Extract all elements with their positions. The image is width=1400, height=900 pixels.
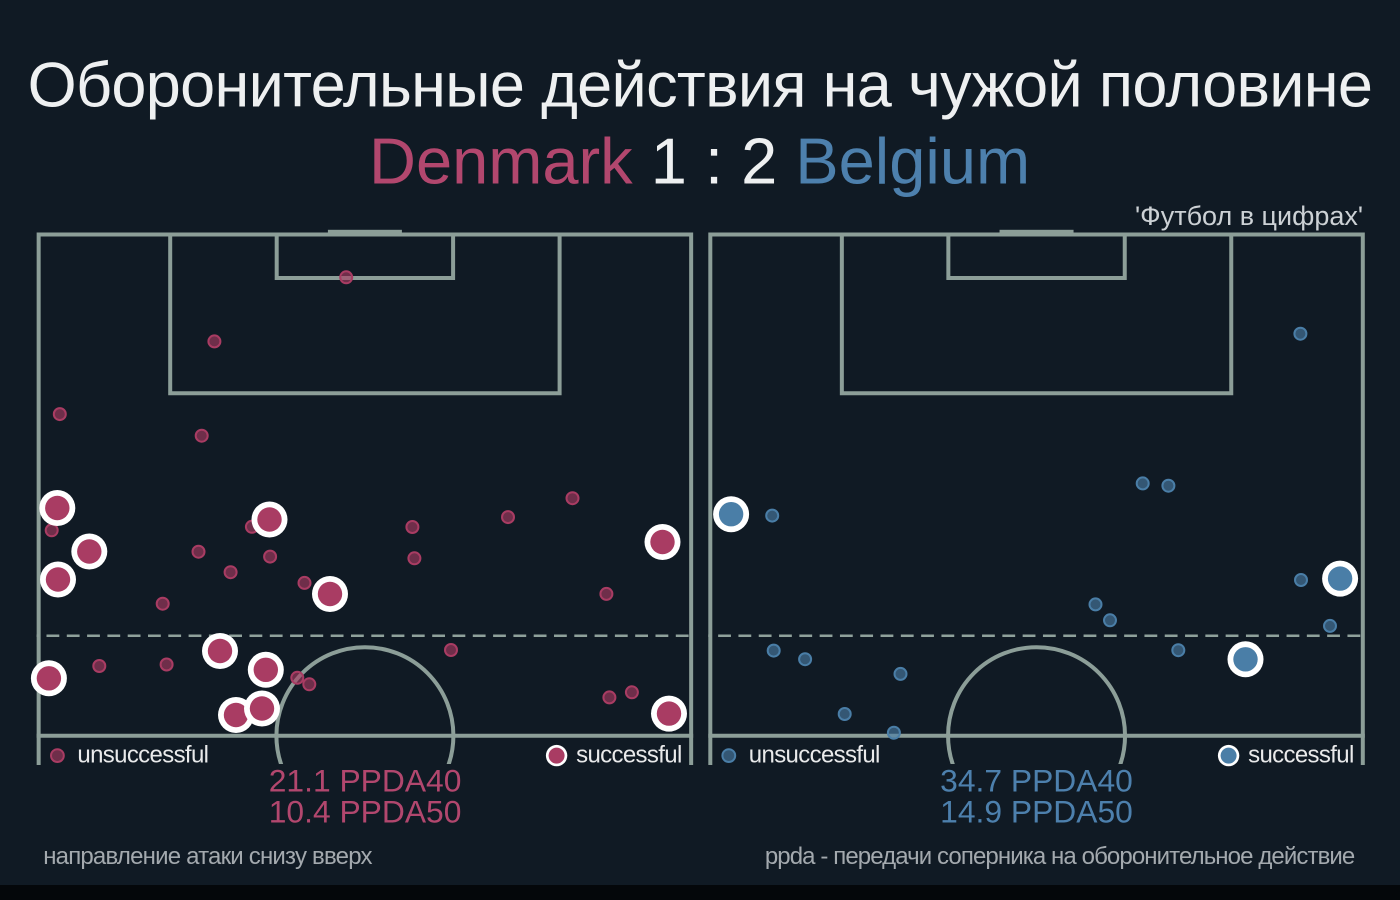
- svg-text:34.7 PPDA40: 34.7 PPDA40: [940, 762, 1133, 798]
- svg-text:10.4 PPDA50: 10.4 PPDA50: [269, 794, 462, 830]
- svg-text:unsuccessful: unsuccessful: [749, 741, 880, 768]
- svg-text:Denmark 1 : 2 Belgium: Denmark 1 : 2 Belgium: [369, 125, 1030, 198]
- svg-text:'Футбол в цифрах': 'Футбол в цифрах': [1135, 201, 1363, 231]
- svg-text:14.9 PPDA50: 14.9 PPDA50: [940, 794, 1133, 830]
- svg-text:Оборонительные действия на чуж: Оборонительные действия на чужой половин…: [28, 51, 1373, 121]
- svg-text:successful: successful: [1248, 741, 1354, 768]
- svg-text:ppda - передачи соперника на о: ppda - передачи соперника на оборонитель…: [765, 843, 1355, 870]
- svg-text:successful: successful: [576, 741, 682, 768]
- svg-text:21.1 PPDA40: 21.1 PPDA40: [269, 762, 462, 798]
- svg-text:направление атаки снизу вверх: направление атаки снизу вверх: [43, 843, 372, 870]
- svg-text:unsuccessful: unsuccessful: [77, 741, 208, 768]
